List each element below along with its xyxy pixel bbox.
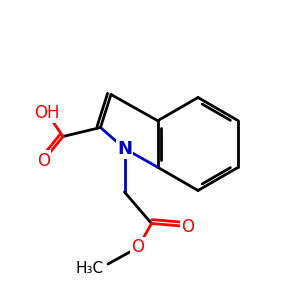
Text: O: O [131,238,145,256]
Text: O: O [181,218,194,236]
Text: H₃C: H₃C [76,261,104,276]
Text: N: N [117,140,132,158]
Text: OH: OH [34,103,59,122]
Text: O: O [37,152,50,169]
